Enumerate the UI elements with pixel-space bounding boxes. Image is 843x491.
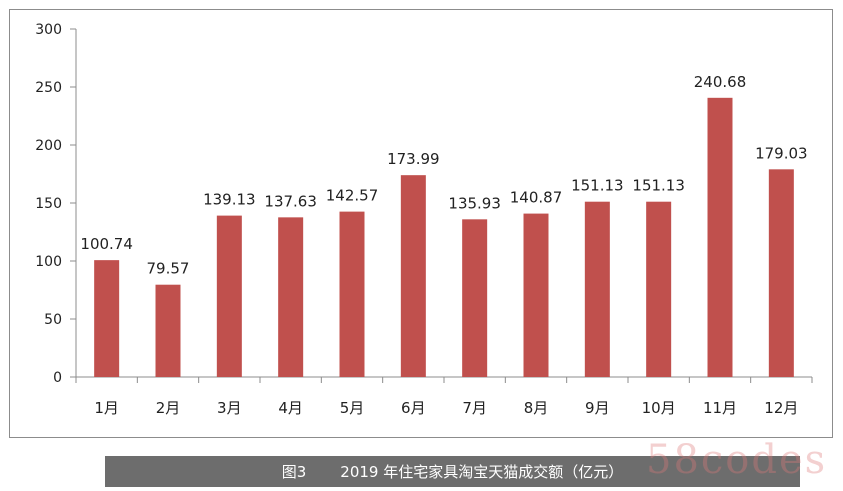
data-label: 139.13 <box>203 191 256 209</box>
bar <box>400 175 426 377</box>
bar <box>646 201 672 377</box>
data-label: 140.87 <box>510 189 563 207</box>
chart-ticks: 0 50 100 150 200 250 300 1月 2月 3月 4月 5月 6月 7月 8月 9月 10月 1… <box>35 22 813 417</box>
y-tick-label: 100 <box>35 254 62 270</box>
watermark-logo: 58codes <box>646 437 828 483</box>
data-label: 151.13 <box>571 177 624 195</box>
x-tick-label: 2月 <box>156 399 181 417</box>
x-tick-label: 3月 <box>217 399 242 417</box>
x-tick-label: 8月 <box>524 399 549 417</box>
chart-value-labels: 100.74 79.57 139.13 137.63 142.57 173.99 135.9… <box>80 73 807 278</box>
bar <box>523 213 549 377</box>
x-tick-label: 12月 <box>764 399 798 417</box>
bar <box>278 217 304 377</box>
bar <box>339 211 365 377</box>
data-label: 79.57 <box>147 260 190 278</box>
figure-title: 2019 年住宅家具淘宝天猫成交额（亿元） <box>340 463 624 481</box>
y-tick-label: 300 <box>35 22 62 38</box>
bar <box>216 215 242 377</box>
x-tick-label: 4月 <box>278 399 303 417</box>
figure-caption: 图3 2019 年住宅家具淘宝天猫成交额（亿元） <box>105 456 800 487</box>
x-tick-label: 1月 <box>94 399 119 417</box>
x-tick-label: 10月 <box>642 399 676 417</box>
x-tick-label: 9月 <box>585 399 610 417</box>
data-label: 173.99 <box>387 150 440 168</box>
x-tick-label: 6月 <box>401 399 426 417</box>
data-label: 151.13 <box>632 177 685 195</box>
data-label: 142.57 <box>326 187 379 205</box>
x-tick-label: 11月 <box>703 399 737 417</box>
y-tick-label: 150 <box>35 196 62 212</box>
y-tick-label: 250 <box>35 80 62 96</box>
y-tick-label: 50 <box>44 312 62 328</box>
chart-bars <box>94 97 794 377</box>
bar <box>584 201 610 377</box>
data-label: 240.68 <box>694 73 747 91</box>
bar <box>94 260 120 377</box>
x-tick-label: 5月 <box>340 399 365 417</box>
data-label: 179.03 <box>755 144 808 162</box>
bar <box>768 169 794 377</box>
bar <box>155 284 181 377</box>
data-label: 100.74 <box>80 235 133 253</box>
bar <box>707 97 733 377</box>
y-tick-label: 200 <box>35 138 62 154</box>
x-tick-label: 7月 <box>462 399 487 417</box>
y-tick-label: 0 <box>53 370 62 386</box>
data-label: 137.63 <box>264 192 317 210</box>
bar <box>462 219 488 377</box>
figure-number: 图3 <box>281 463 307 481</box>
data-label: 135.93 <box>448 194 501 212</box>
